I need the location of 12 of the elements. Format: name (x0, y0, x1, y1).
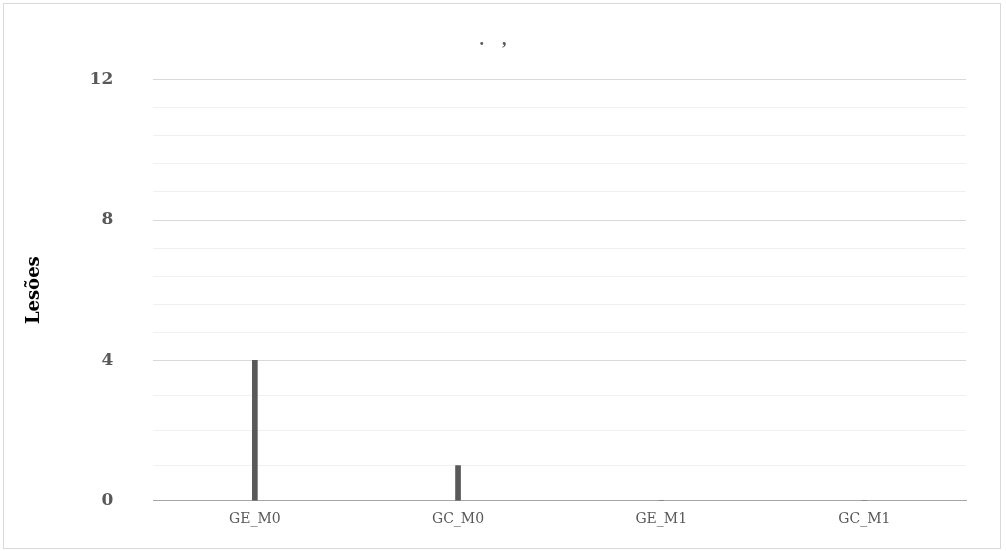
bar (455, 465, 461, 501)
x-tick-label: GC_M1 (838, 509, 891, 527)
y-tick-label: 0 (101, 489, 114, 510)
y-axis-title: Lesões (22, 256, 44, 325)
y-tick-label: 12 (89, 68, 114, 89)
y-tick-label: 8 (101, 208, 114, 229)
y-tick-label: 4 (101, 348, 114, 369)
x-tick-label: GE_M1 (635, 509, 688, 527)
chart-title: . , (479, 29, 507, 50)
x-tick-label: GC_M0 (431, 509, 485, 527)
bar (252, 360, 258, 501)
x-tick-label: GE_M0 (229, 509, 281, 527)
